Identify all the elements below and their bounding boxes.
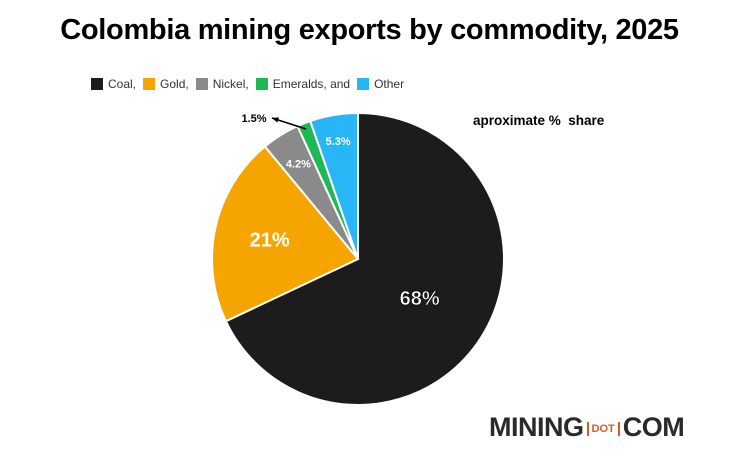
pie-slice-coal [224, 111, 505, 406]
chart-title: Colombia mining exports by commodity, 20… [60, 14, 679, 46]
legend-label-nickel: Nickel, [212, 77, 249, 91]
slice-label-coal: 68% [400, 288, 440, 310]
logo-text-mining: MINING [489, 412, 584, 442]
legend-item-emeralds: Emeralds, and [255, 77, 351, 91]
legend-swatch-nickel [195, 78, 208, 90]
legend-swatch-gold [143, 78, 156, 90]
slice-label-nickel: 4.2% [286, 159, 311, 171]
legend-item-nickel: Nickel, [195, 77, 249, 91]
legend-item-coal: Coal, [91, 77, 136, 91]
legend-item-gold: Gold, [143, 77, 189, 91]
legend-label-emeralds: Emeralds, and [272, 77, 351, 91]
emeralds-callout-arrowhead [272, 117, 279, 123]
legend-swatch-emeralds [255, 78, 268, 90]
legend-item-other: Other [357, 77, 404, 91]
legend-swatch-coal [91, 78, 103, 90]
legend-label-other: Other [374, 77, 405, 91]
legend-label-coal: Coal, [108, 77, 137, 91]
pie-slice-gold [211, 145, 360, 323]
mining-dot-com-logo: MINING DOT COM [489, 412, 685, 443]
legend-label-gold: Gold, [160, 77, 189, 91]
logo-text-com: COM [622, 412, 685, 442]
slice-label-gold: 21% [250, 229, 290, 251]
slice-label-other: 5.3% [326, 136, 351, 148]
legend-swatch-other [357, 78, 370, 90]
slice-label-emeralds: 1.5% [241, 113, 266, 125]
pie-slice-other [309, 111, 359, 260]
logo-text-dot: DOT [586, 421, 620, 436]
share-note: aproximate % share [473, 113, 605, 128]
legend: Coal, Gold, Nickel, Emeralds, and Other [91, 77, 411, 91]
